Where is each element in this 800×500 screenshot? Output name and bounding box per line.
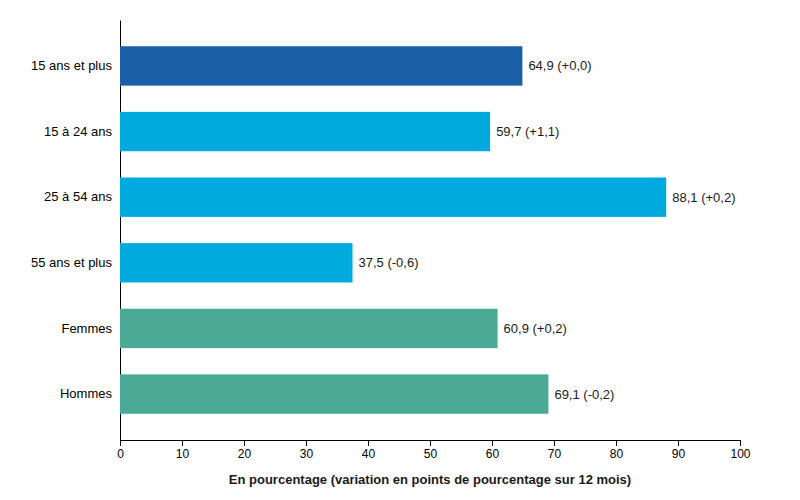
x-tick: 70 [548, 440, 562, 461]
bar [120, 112, 490, 151]
x-tick-label: 40 [362, 447, 376, 461]
x-tick-mark [368, 440, 369, 446]
x-tick: 50 [424, 440, 438, 461]
y-axis: Hommes Femmes 55 ans et plus 25 à 54 ans 15 … [31, 21, 120, 441]
x-tick: 0 [117, 440, 124, 461]
bars [120, 46, 666, 414]
x-tick: 80 [610, 440, 624, 461]
x-tick: 40 [362, 440, 376, 461]
data-labels: 69,1 (-0,2) 60,9 (+0,2) 37,5 (-0,6) 88,1 (+… [359, 58, 736, 401]
y-tick: 15 ans et plus [31, 58, 120, 73]
x-tick-mark [740, 440, 741, 446]
x-tick-mark [182, 440, 183, 446]
x-tick: 100 [730, 440, 750, 461]
x-tick-mark [492, 440, 493, 446]
x-axis-line [121, 441, 741, 447]
x-tick-label: 20 [238, 447, 252, 461]
x-tick: 60 [486, 440, 500, 461]
x-tick-label: 100 [730, 447, 750, 461]
bar [120, 243, 353, 282]
y-tick: Hommes [60, 386, 120, 401]
x-tick-label: 90 [672, 447, 686, 461]
x-tick-mark [244, 440, 245, 446]
y-tick: 15 à 24 ans [44, 124, 120, 139]
y-tick-label: Femmes [61, 321, 112, 336]
bar [120, 309, 498, 348]
data-label: 88,1 (+0,2) [672, 190, 735, 205]
x-tick-mark [678, 440, 679, 446]
x-tick: 30 [300, 440, 314, 461]
y-tick-label: 15 à 24 ans [44, 124, 112, 139]
x-axis: 0 10 20 30 40 50 60 70 80 90 100 [117, 440, 751, 461]
x-tick-label: 60 [486, 447, 500, 461]
y-tick-label: Hommes [60, 386, 113, 401]
x-tick-mark [616, 440, 617, 446]
data-label: 37,5 (-0,6) [359, 255, 419, 270]
x-tick-mark [554, 440, 555, 446]
data-label: 64,9 (+0,0) [528, 58, 591, 73]
x-tick-label: 50 [424, 447, 438, 461]
x-tick-label: 10 [176, 447, 190, 461]
x-tick: 10 [176, 440, 190, 461]
bar [120, 46, 522, 85]
y-tick-label: 25 à 54 ans [44, 189, 112, 204]
x-axis-title: En pourcentage (variation en points de p… [229, 472, 631, 487]
x-tick-label: 80 [610, 447, 624, 461]
y-tick-label: 15 ans et plus [31, 58, 112, 73]
y-tick: 25 à 54 ans [44, 189, 120, 204]
y-tick: 55 ans et plus [31, 255, 120, 270]
x-tick: 90 [672, 440, 686, 461]
data-label: 60,9 (+0,2) [504, 321, 567, 336]
x-tick-mark [306, 440, 307, 446]
x-tick: 20 [238, 440, 252, 461]
data-label: 59,7 (+1,1) [496, 124, 559, 139]
data-label: 69,1 (-0,2) [554, 387, 614, 402]
x-tick-mark [120, 440, 121, 446]
plot: 0 10 20 30 40 50 60 70 80 90 100 Hommes Femmes 55 ans… [31, 21, 751, 461]
y-tick-label: 55 ans et plus [31, 255, 112, 270]
x-tick-label: 30 [300, 447, 314, 461]
x-tick-label: 0 [117, 447, 124, 461]
y-tick: Femmes [61, 321, 120, 336]
bar [120, 374, 548, 413]
chart: 0 10 20 30 40 50 60 70 80 90 100 Hommes Femmes 55 ans… [0, 0, 800, 500]
bar [120, 178, 666, 217]
x-tick-mark [430, 440, 431, 446]
x-tick-label: 70 [548, 447, 562, 461]
